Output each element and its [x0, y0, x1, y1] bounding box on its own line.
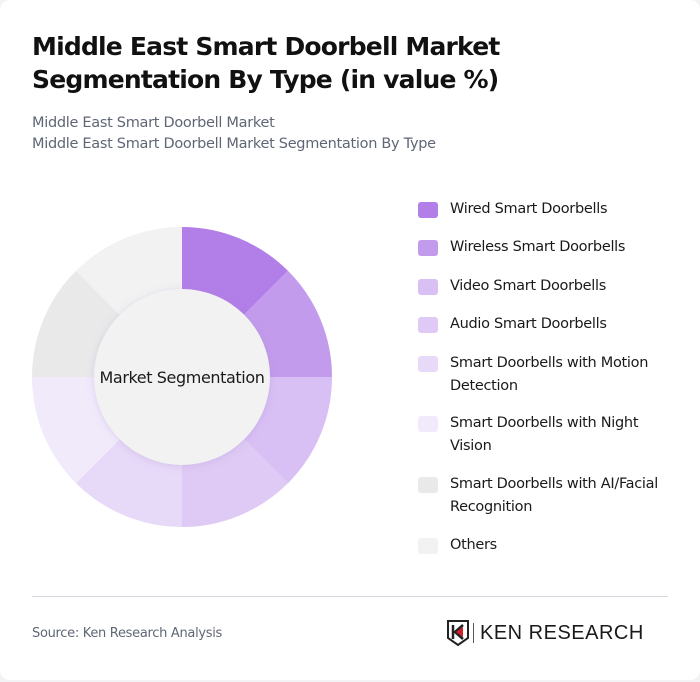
- legend-label: Smart Doorbells with Motion Detection: [450, 355, 649, 394]
- legend-swatch: [418, 279, 438, 295]
- legend-label: Audio Smart Doorbells: [450, 316, 607, 332]
- donut-svg: [32, 227, 332, 527]
- legend-item-night-vision[interactable]: Smart Doorbells with Night Vision: [418, 412, 675, 457]
- ken-research-logo: KEN RESEARCH: [447, 619, 644, 647]
- legend-swatch: [418, 240, 438, 256]
- donut-chart: Market Segmentation: [32, 227, 332, 527]
- footer-divider: [32, 596, 668, 597]
- legend-label: Smart Doorbells with Night Vision: [450, 415, 639, 454]
- chart-title: Middle East Smart Doorbell Market Segmen…: [32, 32, 500, 94]
- legend-item-audio[interactable]: Audio Smart Doorbells: [418, 313, 675, 336]
- subtitle-market: Middle East Smart Doorbell Market: [32, 115, 275, 131]
- legend-item-ai-facial[interactable]: Smart Doorbells with AI/Facial Recogniti…: [418, 473, 675, 518]
- legend-swatch: [418, 356, 438, 372]
- legend-label: Smart Doorbells with AI/Facial Recogniti…: [450, 476, 658, 515]
- donut-center: [94, 289, 270, 465]
- subtitle-segmentation: Middle East Smart Doorbell Market Segmen…: [32, 136, 436, 152]
- legend-label: Video Smart Doorbells: [450, 278, 607, 294]
- logo-divider: [473, 623, 474, 643]
- legend-swatch: [418, 477, 438, 493]
- legend-label: Wired Smart Doorbells: [450, 201, 608, 217]
- legend-item-wired[interactable]: Wired Smart Doorbells: [418, 198, 675, 221]
- legend-item-others[interactable]: Others: [418, 534, 675, 557]
- legend-label: Others: [450, 537, 497, 553]
- legend-swatch: [418, 416, 438, 432]
- legend-item-wireless[interactable]: Wireless Smart Doorbells: [418, 236, 675, 259]
- logo-text: KEN RESEARCH: [480, 621, 644, 644]
- chart-subtitle: Middle East Smart Doorbell Market Middle…: [32, 113, 672, 155]
- legend-swatch: [418, 202, 438, 218]
- legend-item-video[interactable]: Video Smart Doorbells: [418, 275, 675, 298]
- legend-label: Wireless Smart Doorbells: [450, 239, 626, 255]
- source-note: Source: Ken Research Analysis: [32, 626, 223, 641]
- legend-swatch: [418, 538, 438, 554]
- legend-item-motion-detection[interactable]: Smart Doorbells with Motion Detection: [418, 352, 675, 397]
- ken-shield-icon: [447, 620, 469, 646]
- legend-swatch: [418, 317, 438, 333]
